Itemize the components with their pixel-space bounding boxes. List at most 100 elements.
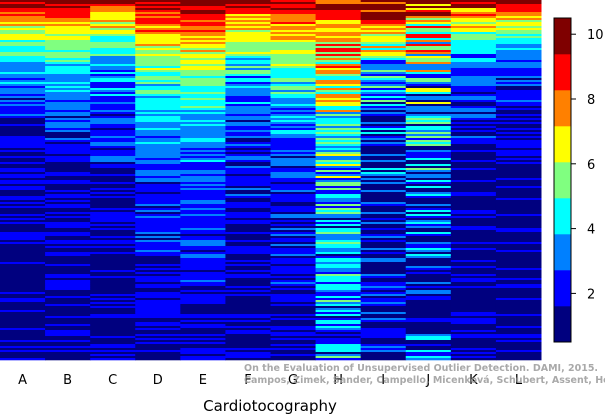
heatmap-cell	[0, 24, 46, 27]
heatmap-cell	[315, 358, 362, 361]
heatmap-cell	[315, 156, 362, 159]
heatmap-cell	[0, 280, 46, 283]
heatmap-cell	[270, 308, 317, 311]
heatmap-cell	[495, 12, 542, 15]
heatmap-cell	[270, 8, 317, 11]
heatmap-cell	[90, 286, 136, 289]
heatmap-cell	[495, 188, 542, 191]
heatmap-cell	[135, 30, 181, 33]
heatmap-cell	[180, 80, 226, 83]
heatmap-cell	[360, 76, 407, 79]
heatmap-cell	[90, 198, 136, 201]
heatmap-cell	[180, 168, 226, 171]
heatmap-cell	[135, 310, 181, 313]
heatmap-cell	[270, 314, 317, 317]
heatmap-cell	[270, 4, 317, 7]
heatmap-cell	[360, 326, 407, 329]
heatmap-cell	[450, 52, 497, 55]
heatmap-cell	[270, 342, 317, 345]
heatmap-cell	[450, 228, 497, 231]
heatmap-cell	[225, 206, 271, 209]
heatmap-cell	[450, 322, 497, 325]
heatmap-cell	[180, 308, 226, 311]
heatmap-cell	[45, 318, 91, 321]
heatmap-cell	[405, 98, 452, 101]
heatmap-cell	[450, 184, 497, 187]
heatmap-cell	[495, 330, 542, 333]
heatmap-cell	[450, 320, 497, 323]
heatmap-cell	[225, 0, 271, 3]
heatmap-cell	[360, 154, 407, 157]
heatmap-cell	[90, 62, 136, 65]
heatmap-cell	[315, 228, 362, 231]
x-tick-label-E: E	[199, 373, 207, 388]
heatmap-cell	[315, 300, 362, 303]
heatmap-cell	[0, 126, 46, 129]
heatmap-cell	[315, 144, 362, 147]
heatmap-cell	[45, 348, 91, 351]
heatmap-cell	[405, 48, 452, 51]
heatmap-cell	[360, 6, 407, 9]
heatmap-cell	[135, 296, 181, 299]
heatmap-cell	[405, 282, 452, 285]
heatmap-cell	[495, 40, 542, 43]
heatmap-cell	[360, 262, 407, 265]
heatmap-cell	[360, 322, 407, 325]
heatmap-cell	[495, 180, 542, 183]
heatmap-cell	[0, 208, 46, 211]
heatmap-cell	[90, 228, 136, 231]
heatmap-cell	[180, 218, 226, 221]
heatmap-cell	[90, 348, 136, 351]
heatmap-cell	[270, 164, 317, 167]
heatmap-cell	[450, 198, 497, 201]
heatmap-cell	[450, 238, 497, 241]
heatmap-cell	[495, 268, 542, 271]
heatmap-cell	[0, 292, 46, 295]
heatmap-cell	[90, 170, 136, 173]
heatmap-cell	[45, 332, 91, 335]
heatmap-cell	[180, 178, 226, 181]
heatmap-cell	[495, 192, 542, 195]
heatmap-cell	[360, 226, 407, 229]
heatmap-cell	[315, 136, 362, 139]
heatmap-cell	[0, 66, 46, 69]
heatmap-cell	[495, 252, 542, 255]
heatmap-cell	[90, 82, 136, 85]
heatmap-cell	[450, 14, 497, 17]
heatmap-cell	[405, 286, 452, 289]
heatmap-cell	[315, 90, 362, 93]
heatmap-cell	[225, 48, 271, 51]
heatmap-cell	[225, 242, 271, 245]
heatmap-cell	[0, 12, 46, 15]
heatmap-cell	[270, 254, 317, 257]
heatmap-cell	[90, 236, 136, 239]
heatmap-cell	[315, 330, 362, 333]
heatmap-cell	[495, 274, 542, 277]
heatmap-cell	[0, 46, 46, 49]
heatmap-cell	[180, 2, 226, 5]
heatmap-cell	[180, 126, 226, 129]
heatmap-cell	[315, 220, 362, 223]
heatmap-cell	[450, 140, 497, 143]
heatmap-cell	[270, 348, 317, 351]
heatmap-cell	[45, 260, 91, 263]
heatmap-cell	[0, 128, 46, 131]
heatmap-cell	[360, 56, 407, 59]
heatmap-cell	[225, 280, 271, 283]
heatmap-cell	[270, 84, 317, 87]
heatmap-cell	[45, 38, 91, 41]
heatmap-cell	[45, 316, 91, 319]
heatmap-cell	[270, 174, 317, 177]
heatmap-cell	[90, 20, 136, 23]
heatmap-cell	[45, 164, 91, 167]
heatmap-cell	[225, 306, 271, 309]
heatmap-cell	[90, 162, 136, 165]
heatmap-cell	[495, 336, 542, 339]
heatmap-cell	[90, 296, 136, 299]
heatmap-cell	[180, 228, 226, 231]
heatmap-cell	[45, 252, 91, 255]
heatmap-cell	[0, 246, 46, 249]
heatmap-cell	[45, 58, 91, 61]
heatmap-cell	[225, 330, 271, 333]
heatmap-cell	[495, 316, 542, 319]
